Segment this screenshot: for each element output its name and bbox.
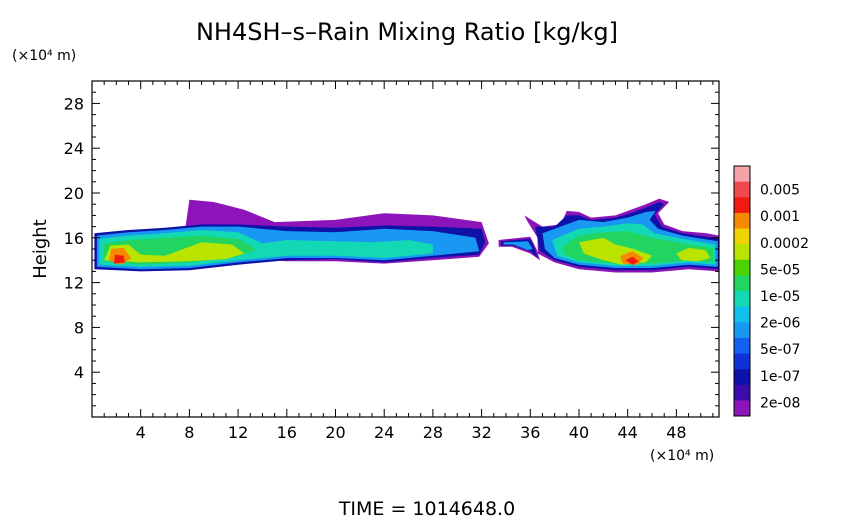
x-tick-label: 4 — [136, 423, 146, 442]
x-tick-label: 8 — [184, 423, 194, 442]
y-axis-ticks: 4 8 12 16 20 24 28 — [64, 91, 719, 407]
y-tick-label: 28 — [64, 94, 84, 113]
x-axis-ticks: 4 8 12 16 20 24 28 32 36 40 44 48 — [103, 81, 714, 442]
x-tick-label: 40 — [569, 423, 589, 442]
colorbar-swatch — [734, 384, 750, 401]
colorbar-swatch — [734, 369, 750, 386]
contour-region — [113, 254, 125, 264]
colorbar-swatch — [734, 259, 750, 276]
y-tick-label: 20 — [64, 184, 84, 203]
colorbar-label: 1e-05 — [760, 289, 800, 305]
colorbar-swatch — [734, 212, 750, 229]
colorbar-swatch — [734, 197, 750, 214]
x-tick-label: 28 — [423, 423, 443, 442]
x-tick-label: 32 — [471, 423, 491, 442]
contour-field — [94, 198, 719, 273]
x-tick-label: 16 — [277, 423, 297, 442]
y-tick-label: 12 — [64, 274, 84, 293]
colorbar-swatch — [734, 244, 750, 261]
colorbar-label: 0.005 — [760, 183, 800, 199]
colorbar-swatch — [734, 400, 750, 417]
colorbar-swatch — [734, 166, 750, 182]
colorbar-swatch — [734, 275, 750, 292]
y-tick-label: 16 — [64, 229, 84, 248]
colorbar-swatch — [734, 337, 750, 354]
colorbar-swatch — [734, 322, 750, 339]
y-unit-label: (×10⁴ m) — [12, 48, 76, 64]
colorbar-label: 0.0002 — [760, 236, 809, 252]
colorbar: 0.005 0.001 0.0002 5e-05 1e-05 2e-06 5e-07 1e-0… — [733, 165, 809, 417]
colorbar-swatch — [734, 306, 750, 323]
colorbar-label: 2e-08 — [760, 395, 800, 411]
time-label: TIME = 1014648.0 — [338, 498, 515, 519]
x-unit-label: (×10⁴ m) — [650, 448, 714, 464]
chart-title: NH4SH–s–Rain Mixing Ratio [kg/kg] — [196, 18, 618, 46]
colorbar-swatch — [734, 181, 750, 198]
colorbar-swatch — [734, 353, 750, 370]
x-tick-label: 20 — [325, 423, 345, 442]
contour-region — [625, 256, 639, 265]
colorbar-swatch — [734, 291, 750, 307]
x-tick-label: 24 — [374, 423, 394, 442]
x-tick-label: 48 — [666, 423, 686, 442]
colorbar-swatch — [734, 228, 750, 245]
x-tick-label: 12 — [228, 423, 248, 442]
x-tick-label: 44 — [618, 423, 638, 442]
contour-region — [676, 247, 711, 262]
y-tick-label: 8 — [74, 318, 84, 337]
y-tick-label: 4 — [74, 363, 84, 382]
colorbar-label: 2e-06 — [760, 316, 800, 332]
y-tick-label: 24 — [64, 139, 84, 158]
colorbar-label: 5e-05 — [760, 262, 800, 278]
y-axis-label: Height — [30, 219, 51, 279]
x-tick-label: 36 — [520, 423, 540, 442]
colorbar-label: 0.001 — [760, 209, 800, 225]
colorbar-label: 1e-07 — [760, 369, 800, 385]
colorbar-frame — [733, 165, 751, 417]
contour-region — [503, 241, 533, 251]
colorbar-label: 5e-07 — [760, 342, 800, 358]
contour-region — [104, 242, 245, 263]
